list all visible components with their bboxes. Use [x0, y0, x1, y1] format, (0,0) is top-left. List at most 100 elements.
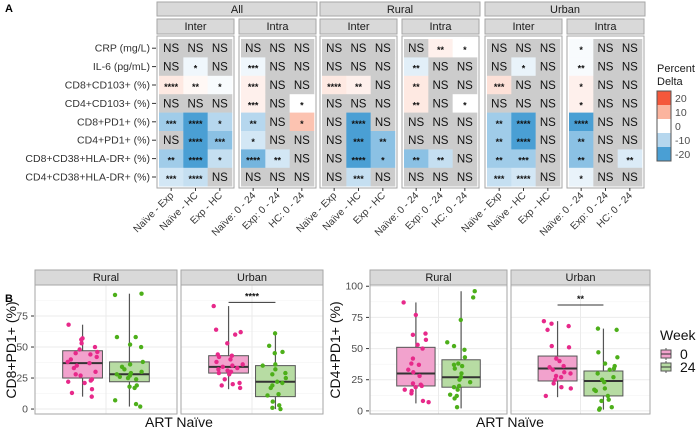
cell-significance: NS	[540, 43, 556, 55]
data-point	[268, 385, 273, 391]
heatmap-cell	[159, 75, 184, 95]
heatmap-cell	[183, 75, 208, 95]
data-point	[595, 371, 600, 376]
cell-significance: ****	[164, 82, 179, 92]
heatmap-cell	[404, 167, 429, 187]
y-tick-label: 25	[16, 373, 28, 385]
cell-significance: NS	[163, 62, 179, 74]
cell-significance: NS	[408, 135, 424, 147]
data-point	[596, 350, 601, 355]
cell-significance: **	[626, 156, 634, 166]
data-point	[88, 352, 93, 357]
heatmap-cell	[428, 167, 453, 187]
heatmap-cell	[569, 112, 594, 132]
facet-strip-all	[156, 1, 318, 17]
cell-significance: ****	[188, 174, 203, 184]
heatmap-cell	[183, 131, 208, 150]
cell-significance: NS	[457, 172, 473, 184]
heatmap-cell	[289, 112, 315, 132]
data-point	[68, 357, 74, 362]
data-point	[401, 300, 406, 305]
cell-significance: NS	[457, 154, 473, 166]
heatmap-cell	[265, 57, 290, 77]
data-point	[216, 367, 221, 372]
heatmap-cell	[207, 39, 233, 58]
heatmap-cell	[265, 94, 290, 113]
cell-significance: NS	[245, 172, 261, 184]
data-point	[225, 341, 230, 346]
heatmap-cell	[428, 94, 453, 113]
heatmap-cell	[511, 39, 536, 58]
heatmap-cell	[404, 75, 429, 95]
cell-significance: NS	[212, 62, 228, 74]
legend-tick-label: -20	[675, 149, 690, 161]
data-point	[229, 353, 235, 358]
heatmap-cell	[487, 112, 512, 132]
data-point	[549, 321, 554, 326]
heatmap-cell	[322, 149, 347, 169]
cell-significance: NS	[433, 62, 449, 74]
data-point	[272, 351, 277, 356]
row-label: CD8+CD38+HLA-DR+ (%)	[25, 153, 150, 165]
heatmap-cell	[617, 167, 643, 187]
heatmap-cell	[159, 57, 184, 77]
cell-significance: NS	[270, 135, 286, 147]
cell-significance: NS	[375, 43, 391, 55]
heatmap-cell	[617, 149, 643, 169]
cell-significance: NS	[212, 172, 228, 184]
heatmap-cell	[452, 112, 478, 132]
data-point	[283, 370, 288, 376]
heatmap-cell	[569, 57, 594, 77]
cell-significance: NS	[270, 80, 286, 92]
data-point	[232, 332, 238, 337]
heatmap-cell	[183, 39, 208, 58]
data-point	[132, 385, 137, 391]
cell-significance: ****	[351, 156, 366, 166]
data-point	[455, 387, 460, 392]
group-strip-label: Inter	[347, 21, 369, 33]
heatmap-cell	[322, 167, 347, 187]
heatmap-cell	[183, 167, 208, 187]
heatmap-cell	[569, 167, 594, 187]
heatmap-cell	[511, 94, 536, 113]
cell-significance: NS	[270, 172, 286, 184]
data-point	[66, 379, 71, 384]
heatmap-cell	[159, 167, 184, 187]
cell-significance: ****	[188, 137, 203, 147]
cell-significance: NS	[622, 135, 638, 147]
group-strip-intra	[401, 18, 480, 35]
cell-significance: NS	[622, 80, 638, 92]
data-point	[77, 347, 82, 352]
cell-significance: *	[579, 82, 583, 92]
heatmap-cell	[346, 75, 371, 95]
heatmap-cell	[452, 94, 478, 113]
heatmap-cell	[535, 112, 561, 132]
heatmap-cell	[289, 131, 315, 150]
cell-significance: NS	[163, 98, 179, 110]
cell-significance: ****	[188, 156, 203, 166]
data-point	[222, 377, 227, 382]
heatmap-cell	[569, 131, 594, 150]
x-axis-title: ART Naïve	[476, 414, 544, 430]
cell-significance: ****	[516, 119, 531, 129]
data-point	[216, 370, 222, 376]
data-point	[66, 322, 71, 327]
heatmap-cell	[289, 167, 315, 187]
cell-significance: NS	[457, 80, 473, 92]
legend-bar-border	[656, 90, 672, 162]
data-point	[611, 375, 616, 380]
facet-strip-rural	[319, 1, 481, 17]
data-point	[562, 370, 567, 375]
data-point	[78, 373, 83, 378]
heatmap-cell	[487, 57, 512, 77]
row-label: CD4+PD1+ (%)	[77, 135, 150, 147]
cell-significance: NS	[540, 80, 556, 92]
data-point	[278, 406, 283, 412]
heatmap-cell	[487, 167, 512, 187]
row-label: CD4+CD103+ (%)	[65, 98, 150, 110]
cell-significance: NS	[188, 98, 204, 110]
heatmap-cell	[569, 149, 594, 169]
heatmap-cell	[452, 39, 478, 58]
data-point	[447, 392, 453, 397]
data-point	[225, 368, 230, 373]
